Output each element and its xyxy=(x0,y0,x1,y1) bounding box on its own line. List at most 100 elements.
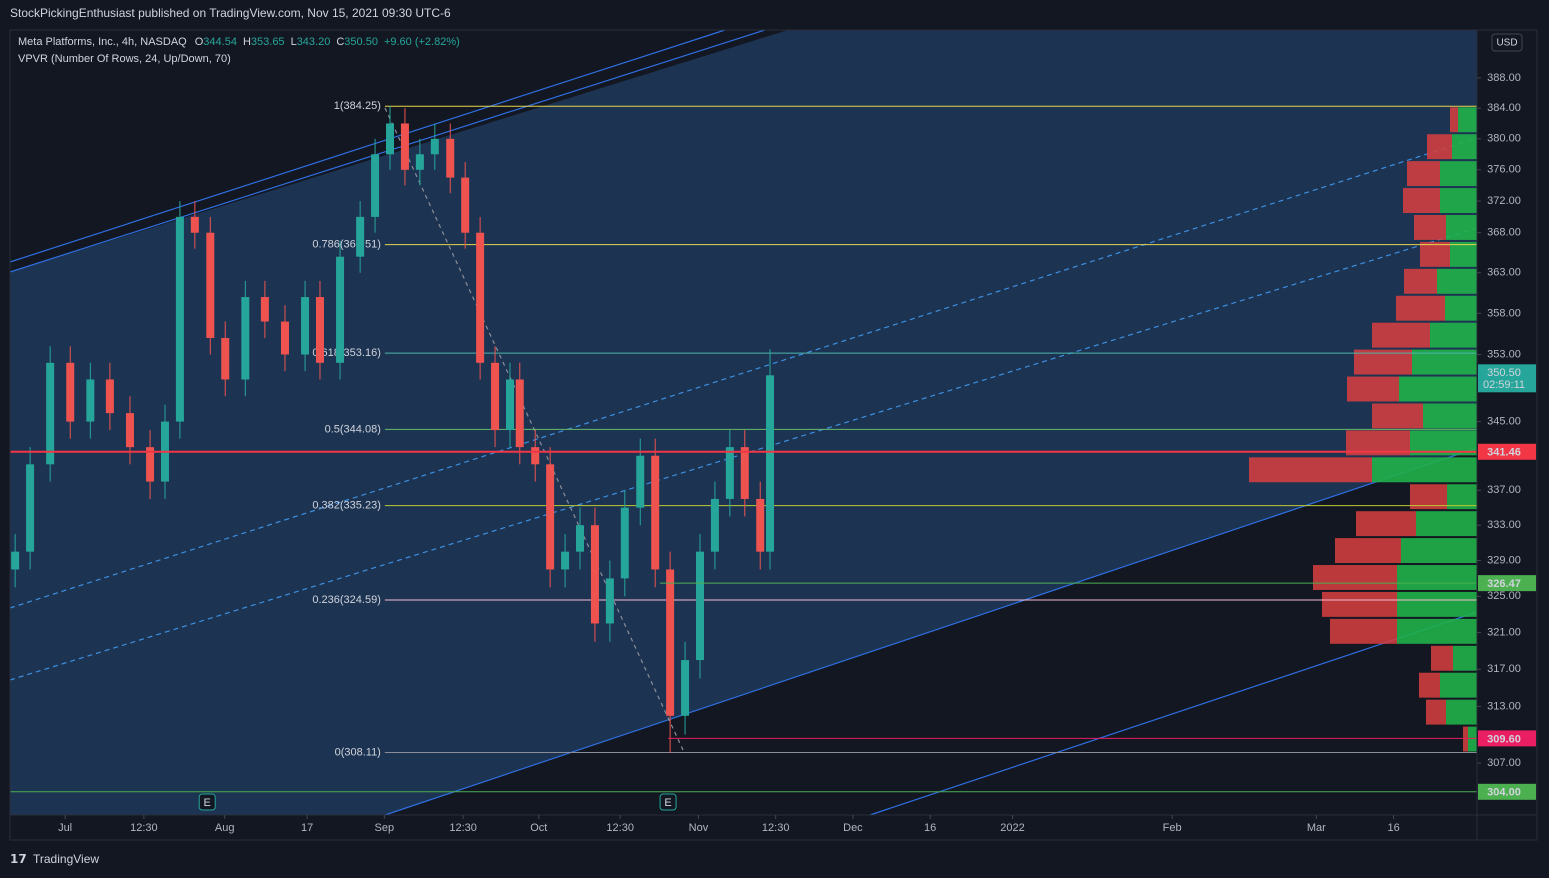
vpvr-up xyxy=(1423,403,1477,429)
vpvr-down xyxy=(1330,618,1397,644)
vpvr-down xyxy=(1404,268,1437,294)
vpvr-up xyxy=(1446,214,1477,240)
candle-body xyxy=(531,447,540,465)
candle-body xyxy=(86,379,95,422)
y-tick-label: 380.00 xyxy=(1487,133,1521,145)
channel-line xyxy=(384,447,1478,816)
candle-body xyxy=(386,123,395,155)
y-tick-label: 337.00 xyxy=(1487,484,1521,496)
earnings-label[interactable]: E xyxy=(204,797,211,809)
currency-button[interactable] xyxy=(1491,33,1523,52)
x-tick-label: Dec xyxy=(843,822,863,834)
earnings-marker[interactable] xyxy=(198,793,216,811)
x-tick-label: Mar xyxy=(1307,822,1326,834)
price-tag xyxy=(1478,443,1536,460)
x-tick-label: Nov xyxy=(689,822,709,834)
x-tick-label: Aug xyxy=(215,822,235,834)
symbol-name: Meta Platforms, Inc., 4h, NASDAQ xyxy=(18,36,187,48)
ohlc-key: C xyxy=(336,36,344,48)
candle-body xyxy=(695,551,704,661)
ohlc-key: L xyxy=(291,36,297,48)
candle-body xyxy=(371,154,380,217)
published-note: StockPickingEnthusiast published on Trad… xyxy=(10,6,451,20)
price-tag-label: 341.46 xyxy=(1487,447,1521,459)
vpvr-down xyxy=(1407,161,1440,187)
candle-body xyxy=(461,177,470,233)
candle-body xyxy=(756,498,765,552)
candle-body xyxy=(315,297,324,363)
currency-label[interactable]: USD xyxy=(1496,38,1517,49)
candle-body xyxy=(301,297,310,355)
channel-line xyxy=(869,611,1478,816)
candle-body xyxy=(11,551,20,570)
candle-body xyxy=(280,321,289,355)
fib-label: 0.5(344.08) xyxy=(325,423,381,435)
last-price-tag xyxy=(1478,364,1536,393)
candle-body xyxy=(576,525,585,552)
vpvr-up xyxy=(1397,565,1477,590)
frame xyxy=(9,29,1538,841)
x-tick-label: 16 xyxy=(924,822,936,834)
y-tick-label: 307.00 xyxy=(1487,757,1521,769)
candle-body xyxy=(476,232,485,363)
candle-body xyxy=(561,551,570,570)
vpvr-up xyxy=(1399,376,1477,402)
candle-body xyxy=(725,447,734,499)
y-tick-label: 384.00 xyxy=(1487,102,1521,114)
ohlc-legend: O344.54 H353.65 L343.20 C350.50 +9.60 (+2.82… xyxy=(195,36,460,48)
candle-body xyxy=(681,660,690,716)
candle-body xyxy=(740,447,749,499)
x-tick-label: 12:30 xyxy=(449,822,477,834)
earnings-label[interactable]: E xyxy=(664,797,671,809)
vpvr-down xyxy=(1354,349,1412,375)
vpvr-up xyxy=(1397,618,1477,644)
y-tick-label: 388.00 xyxy=(1487,72,1521,84)
vpvr-up xyxy=(1453,645,1477,671)
vpvr-down xyxy=(1335,538,1401,564)
y-tick-label: 358.00 xyxy=(1487,307,1521,319)
logo-mark: 𝟭𝟳 xyxy=(10,852,27,866)
fib-label: 0.618(353.16) xyxy=(312,347,381,359)
vpvr-down xyxy=(1419,672,1440,698)
candle-body xyxy=(766,375,775,552)
y-tick-label: 353.00 xyxy=(1487,348,1521,360)
candle-body xyxy=(430,138,439,155)
candle-body xyxy=(356,216,365,257)
vpvr-down xyxy=(1372,322,1430,348)
vpvr-up xyxy=(1440,672,1477,698)
vpvr-down xyxy=(1347,376,1399,402)
candle-body xyxy=(400,123,409,170)
channel-mid-line xyxy=(9,137,1478,609)
ohlc-key: H xyxy=(243,36,251,48)
candle-body xyxy=(620,507,629,579)
y-tick-label: 317.00 xyxy=(1487,663,1521,675)
fib-label: 1(384.25) xyxy=(334,100,381,112)
vpvr-down xyxy=(1372,403,1423,429)
ohlc-value: 343.20 xyxy=(297,36,331,48)
vpvr-up xyxy=(1397,591,1477,617)
ohlc-change: +9.60 (+2.82%) xyxy=(384,36,460,48)
vpvr-up xyxy=(1452,134,1477,160)
candle-body xyxy=(26,464,35,552)
vpvr-down xyxy=(1427,134,1452,160)
candle-body xyxy=(175,216,184,422)
vpvr-up xyxy=(1468,726,1477,752)
indicator-label: VPVR (Number Of Rows, 24, Up/Down, 70) xyxy=(18,53,231,65)
earnings-marker[interactable] xyxy=(659,793,677,811)
price-tag xyxy=(1478,575,1536,592)
vpvr-up xyxy=(1401,538,1477,564)
vpvr-up xyxy=(1440,161,1477,187)
vpvr-up xyxy=(1430,322,1477,348)
candle-body xyxy=(66,362,75,422)
last-price-label: 350.50 xyxy=(1487,367,1521,379)
vpvr-down xyxy=(1414,214,1446,240)
candle-body xyxy=(546,464,555,570)
candle-body xyxy=(515,379,524,448)
countdown-label: 02:59:11 xyxy=(1483,379,1525,391)
candle-body xyxy=(666,569,675,716)
candle-body xyxy=(415,154,424,170)
x-tick-label: Oct xyxy=(530,822,547,834)
price-tag-label: 304.00 xyxy=(1487,787,1521,799)
candle-body xyxy=(336,256,345,363)
